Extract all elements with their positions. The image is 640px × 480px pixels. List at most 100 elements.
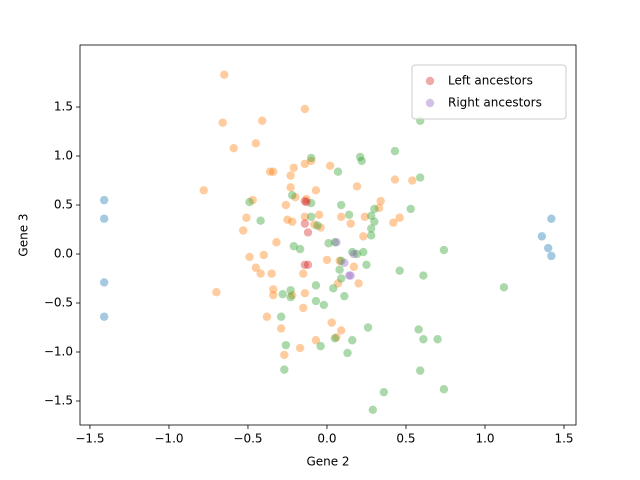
point xyxy=(300,260,310,269)
point xyxy=(311,336,321,345)
point xyxy=(335,256,344,266)
point xyxy=(333,279,343,288)
point xyxy=(251,139,261,148)
point xyxy=(251,263,261,272)
point xyxy=(300,212,310,221)
legend-label: Right ancestors xyxy=(448,96,542,110)
point xyxy=(330,238,340,247)
point xyxy=(276,312,286,321)
point xyxy=(303,228,313,237)
point xyxy=(199,186,208,195)
point xyxy=(363,323,373,332)
point xyxy=(367,224,376,233)
point xyxy=(376,196,385,206)
point xyxy=(499,283,509,292)
point xyxy=(325,161,335,171)
point xyxy=(362,260,371,269)
point xyxy=(300,219,310,228)
point xyxy=(99,214,109,223)
point xyxy=(269,285,278,294)
point xyxy=(281,200,291,210)
point xyxy=(332,238,341,247)
point xyxy=(256,269,265,278)
legend-label: Left ancestors xyxy=(448,74,533,88)
point xyxy=(346,271,355,280)
point xyxy=(286,171,295,180)
point xyxy=(288,191,297,200)
point xyxy=(367,211,376,220)
point xyxy=(283,215,292,224)
y-tick-label: 0.5 xyxy=(54,198,73,212)
point xyxy=(218,118,227,127)
point xyxy=(349,262,359,271)
point xyxy=(306,212,316,221)
point xyxy=(379,387,389,397)
point xyxy=(360,212,370,221)
point xyxy=(276,324,286,333)
point xyxy=(352,182,362,191)
point xyxy=(245,197,254,207)
point xyxy=(359,247,368,257)
point xyxy=(311,281,321,290)
plot-frame xyxy=(79,44,577,426)
point xyxy=(547,214,556,223)
y-axis-label: Gene 3 xyxy=(17,213,31,256)
point xyxy=(359,232,368,241)
point xyxy=(340,291,349,301)
x-tick-label: 1.0 xyxy=(475,432,494,446)
point xyxy=(408,176,417,185)
point xyxy=(311,296,321,306)
point xyxy=(212,288,221,297)
point xyxy=(340,258,349,268)
point xyxy=(286,292,295,302)
point xyxy=(368,405,377,415)
point xyxy=(99,195,109,205)
x-axis-label: Gene 2 xyxy=(306,455,349,469)
point xyxy=(547,251,556,261)
point xyxy=(327,318,336,327)
point xyxy=(281,340,291,350)
point xyxy=(300,104,310,114)
point xyxy=(288,217,297,226)
point xyxy=(300,289,310,298)
legend-marker xyxy=(425,98,435,108)
y-tick-label: 1.5 xyxy=(54,100,73,114)
point xyxy=(355,152,365,162)
y-tick-label: 0.0 xyxy=(54,247,73,261)
point xyxy=(306,153,316,163)
y-tick-label: 1.0 xyxy=(54,149,73,163)
point xyxy=(280,350,289,360)
point xyxy=(269,167,278,176)
point xyxy=(316,341,325,351)
point xyxy=(302,194,311,204)
x-tick-label: −1.0 xyxy=(154,432,183,446)
point xyxy=(265,167,275,176)
legend-marker xyxy=(425,76,435,86)
point xyxy=(291,192,300,202)
point xyxy=(389,218,398,227)
point xyxy=(416,173,425,182)
point xyxy=(433,335,442,344)
point xyxy=(336,212,346,221)
point xyxy=(248,195,257,205)
x-tick-label: 1.5 xyxy=(554,432,573,446)
y-tick-label: −1.5 xyxy=(44,393,73,407)
point xyxy=(262,312,272,321)
point xyxy=(289,241,298,251)
point xyxy=(310,220,319,229)
x-tick-label: 0.5 xyxy=(396,432,415,446)
point xyxy=(319,300,329,310)
point xyxy=(330,334,340,343)
point xyxy=(99,278,109,287)
point xyxy=(332,333,341,342)
point xyxy=(370,217,379,226)
point xyxy=(314,210,324,220)
point xyxy=(299,303,308,313)
point xyxy=(333,167,343,176)
point xyxy=(349,249,359,259)
point xyxy=(306,198,316,208)
point xyxy=(324,239,333,248)
point xyxy=(336,326,346,335)
point xyxy=(220,70,229,79)
